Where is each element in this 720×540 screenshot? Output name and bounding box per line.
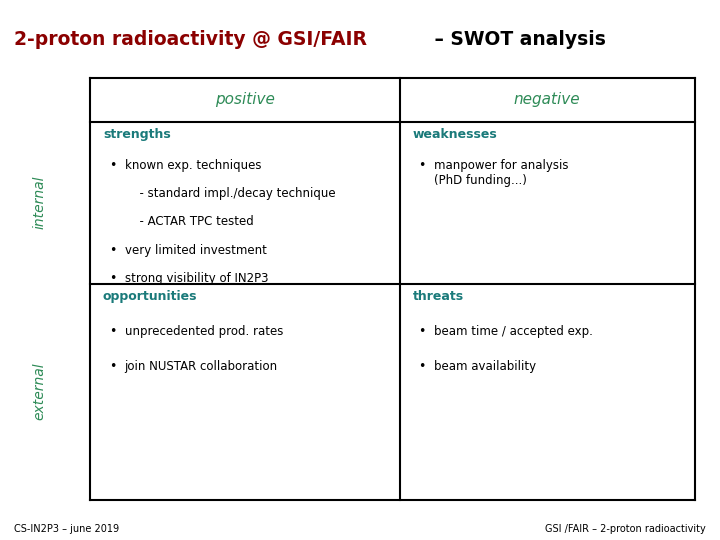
- Text: very limited investment: very limited investment: [125, 244, 266, 256]
- Text: beam availability: beam availability: [434, 360, 536, 373]
- Text: 2-proton radioactivity @ GSI/FAIR: 2-proton radioactivity @ GSI/FAIR: [14, 30, 367, 49]
- Text: GSI /FAIR – 2-proton radioactivity: GSI /FAIR – 2-proton radioactivity: [545, 523, 706, 534]
- Text: negative: negative: [514, 92, 580, 107]
- Text: positive: positive: [215, 92, 275, 107]
- Text: – SWOT analysis: – SWOT analysis: [428, 30, 606, 49]
- Text: - standard impl./decay technique: - standard impl./decay technique: [132, 187, 336, 200]
- Text: manpower for analysis
(PhD funding...): manpower for analysis (PhD funding...): [434, 159, 569, 187]
- Text: join NUSTAR collaboration: join NUSTAR collaboration: [125, 360, 278, 373]
- Text: internal: internal: [32, 176, 47, 230]
- Text: •: •: [109, 360, 116, 373]
- Text: •: •: [418, 360, 426, 373]
- Text: •: •: [418, 325, 426, 338]
- Text: strengths: strengths: [103, 128, 171, 141]
- Text: external: external: [32, 363, 47, 420]
- Text: - ACTAR TPC tested: - ACTAR TPC tested: [132, 215, 253, 228]
- Text: unprecedented prod. rates: unprecedented prod. rates: [125, 325, 283, 338]
- Text: •: •: [109, 244, 116, 256]
- Text: opportunities: opportunities: [103, 290, 197, 303]
- Text: CS-IN2P3 – june 2019: CS-IN2P3 – june 2019: [14, 523, 120, 534]
- Text: known exp. techniques: known exp. techniques: [125, 159, 261, 172]
- Text: •: •: [109, 272, 116, 285]
- Text: threats: threats: [413, 290, 464, 303]
- Text: beam time / accepted exp.: beam time / accepted exp.: [434, 325, 593, 338]
- Text: weaknesses: weaknesses: [413, 128, 498, 141]
- Text: •: •: [109, 159, 116, 172]
- Text: •: •: [418, 159, 426, 172]
- Text: •: •: [109, 325, 116, 338]
- Text: strong visibility of IN2P3: strong visibility of IN2P3: [125, 272, 268, 285]
